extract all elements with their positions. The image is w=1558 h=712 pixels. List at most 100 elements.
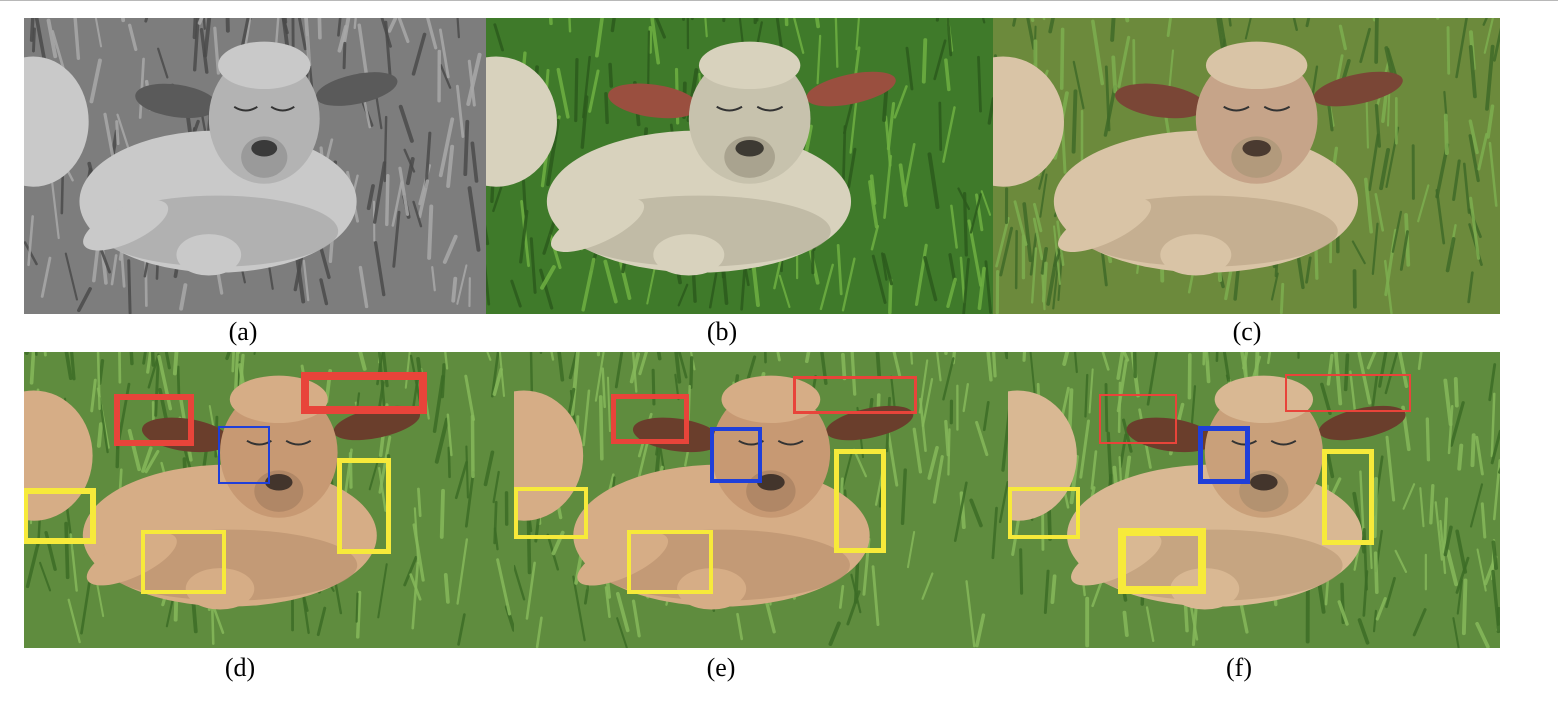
lamb-head-wool (698, 41, 801, 90)
lamb-photo (486, 18, 993, 314)
grass-blade (1371, 222, 1379, 275)
grass-blade (1374, 103, 1382, 148)
grass-blade (938, 101, 943, 151)
lamb-front-leg (83, 199, 169, 251)
grass-blade (466, 52, 482, 106)
panel-c-image (993, 18, 1500, 314)
grass-blade (944, 352, 948, 356)
grass-blade (1032, 202, 1043, 233)
grass-blade (977, 55, 982, 113)
grass-blade (197, 18, 204, 25)
grass-blade (514, 564, 526, 601)
grass-blade (1488, 141, 1498, 207)
grass-blade (984, 260, 993, 314)
grass-blade (373, 240, 386, 297)
grass-blade (841, 352, 847, 381)
grass-blade (366, 184, 375, 211)
grass-blade (146, 352, 153, 374)
grass-blade (46, 18, 58, 59)
yellow-highlight-box (1008, 487, 1080, 539)
grass-blade (392, 210, 401, 268)
grass-blade (1059, 27, 1065, 90)
grass-blade (942, 106, 956, 163)
panel-b-image (486, 18, 993, 314)
grass-blade (94, 18, 103, 48)
grass-blade (358, 352, 367, 371)
grass-blade (493, 500, 498, 545)
grass-blade (546, 118, 560, 187)
grass-blade (816, 34, 822, 85)
lamb-nose (735, 139, 764, 157)
grass-blade (383, 115, 388, 183)
grass-blade (1462, 162, 1471, 214)
caption-a: (a) (228, 317, 258, 346)
grass-blade (638, 352, 649, 376)
grass-blade (981, 18, 986, 24)
grass-blade (656, 352, 662, 361)
lamb-nose (1242, 139, 1271, 157)
grass-blade (1452, 617, 1460, 648)
grass-blade (1053, 225, 1062, 286)
grass-blade (540, 265, 556, 290)
grass-blade (434, 417, 449, 464)
grass-blade (391, 180, 403, 227)
grass-blade (906, 530, 916, 569)
grass-blade (1001, 408, 1008, 472)
grass-blade (838, 584, 845, 609)
grass-blade (110, 254, 118, 286)
lamb-left-ear (608, 83, 699, 119)
grass-blade (604, 91, 609, 125)
grass-blade (1445, 237, 1456, 273)
grass-blade (1071, 89, 1078, 154)
grass-blade (1470, 433, 1476, 468)
red-highlight-box (114, 394, 194, 446)
grass-blade (1062, 352, 1070, 366)
grass-blade (677, 283, 689, 307)
grass-blade (677, 352, 688, 379)
grass-blade (154, 360, 160, 417)
grass-blade (1453, 377, 1459, 408)
grass-blade (594, 352, 605, 402)
grass-blade (529, 352, 534, 399)
grass-blade (27, 215, 34, 267)
grass-blade (231, 352, 235, 373)
grass-blade (1270, 272, 1279, 301)
grass-blade (1305, 18, 1311, 28)
grass-blade (1338, 24, 1347, 51)
yellow-highlight-box (24, 488, 96, 544)
lamb-right-ear (1318, 405, 1406, 441)
grass-blade (490, 352, 500, 398)
lamb-nose (251, 139, 278, 157)
lamb-right-eye (285, 439, 312, 446)
grass-blade (417, 179, 430, 219)
grass-blade (211, 606, 215, 646)
grass-blade (1166, 18, 1173, 38)
lamb-nose (757, 473, 785, 491)
grass-blade (910, 352, 914, 365)
grass-blade (1399, 230, 1409, 271)
lamb-front-leg (86, 532, 177, 586)
grass-blade (164, 352, 171, 370)
grass-blade (1477, 132, 1489, 171)
grass-blade (880, 252, 888, 281)
grass-blade (1482, 18, 1488, 26)
grass-blade (529, 237, 537, 294)
lamb-front-leg (1071, 532, 1162, 586)
grass-blade (1439, 519, 1447, 575)
grass-blade (157, 47, 169, 79)
grass-blade (946, 18, 953, 57)
lamb-head (711, 387, 831, 518)
grass-blade (225, 352, 231, 361)
grass-blade (1493, 27, 1500, 62)
red-highlight-box (1099, 394, 1177, 444)
grass-blade (431, 265, 436, 292)
grass-blade (467, 186, 481, 252)
grass-blade (405, 157, 415, 186)
grass-blade (203, 18, 212, 58)
grass-blade (1434, 501, 1443, 561)
grass-blade (144, 18, 149, 23)
grass-blade (953, 481, 968, 542)
grass-blade (1394, 549, 1408, 573)
grass-blade (1457, 443, 1464, 471)
grass-blade (601, 367, 606, 409)
